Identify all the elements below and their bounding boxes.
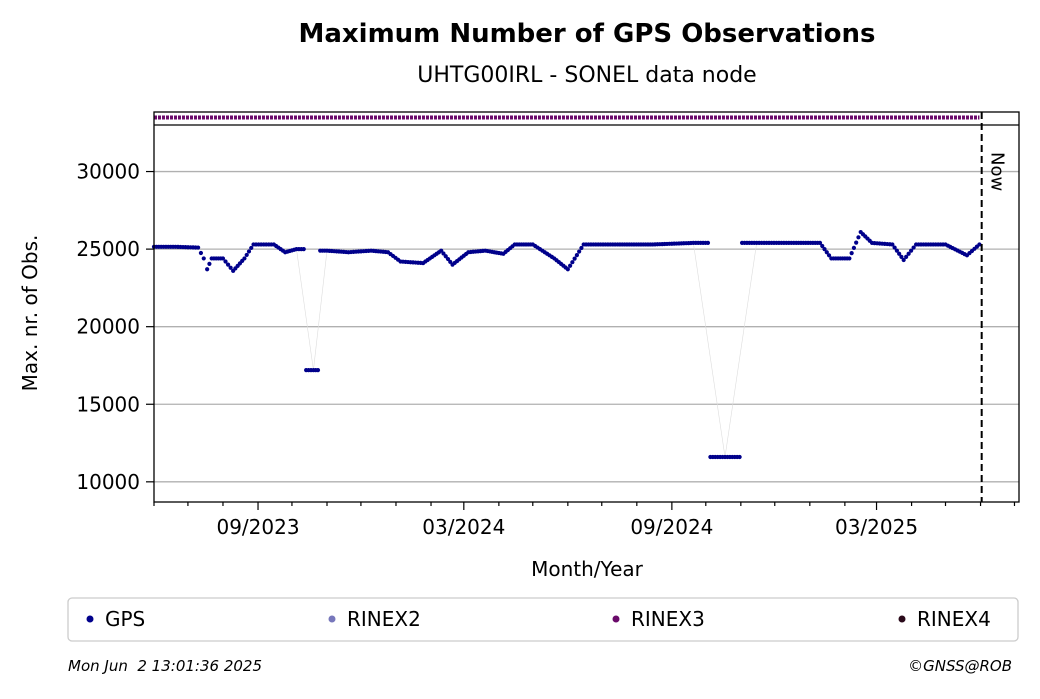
legend-label: GPS [105, 607, 145, 631]
legend-marker [328, 615, 336, 623]
now-marker: Now [980, 112, 1008, 502]
y-tick-label: 30000 [76, 160, 140, 184]
chart-subtitle: UHTG00IRL - SONEL data node [417, 63, 756, 88]
data-point [904, 254, 909, 259]
legend-label: RINEX3 [631, 607, 705, 631]
data-point [315, 368, 321, 373]
data-point [439, 248, 444, 253]
data-point [901, 257, 906, 263]
data-point [225, 262, 231, 267]
data-point [448, 259, 453, 264]
legend-marker [898, 615, 906, 623]
data-point [577, 249, 582, 254]
y-tick-label: 15000 [76, 392, 140, 416]
connector-line [724, 242, 757, 458]
connector-line [693, 242, 726, 458]
legend-label: RINEX4 [917, 607, 991, 631]
chart-title: Maximum Number of GPS Observations [298, 19, 875, 49]
y-tick-label: 25000 [76, 237, 140, 261]
data-point [909, 248, 914, 253]
data-point [899, 254, 904, 259]
x-tick-label: 09/2023 [216, 515, 299, 539]
data-point [565, 267, 570, 272]
legend-marker [612, 615, 620, 623]
data-point [445, 256, 451, 262]
data-point [572, 256, 577, 261]
data-point [737, 454, 742, 460]
data-point [246, 249, 252, 254]
data-point [249, 245, 254, 251]
data-point [220, 256, 226, 261]
data-point [207, 261, 212, 266]
x-tick-label: 09/2024 [630, 515, 713, 539]
now-label: Now [987, 152, 1008, 191]
data-point [824, 250, 829, 255]
data-point [906, 251, 911, 256]
data-point [826, 253, 832, 258]
x-axis-ticks: 09/2023 03/2024 09/2024 03/2025 [153, 502, 1016, 539]
data-point [854, 240, 859, 245]
data-point [911, 245, 916, 250]
connector-line [313, 250, 328, 371]
footer-credit: ©GNSS@ROB [908, 657, 1012, 675]
data-point [198, 250, 204, 256]
connector-line [296, 249, 314, 371]
data-point [574, 252, 579, 258]
data-point [228, 265, 233, 270]
legend-marker [86, 615, 94, 623]
data-point [579, 245, 584, 251]
data-point [890, 242, 895, 247]
data-point [443, 254, 448, 259]
y-axis-ticks: 10000 15000 20000 25000 30000 [76, 160, 154, 494]
axes [153, 111, 1020, 503]
data-point [205, 267, 210, 272]
data-point [244, 252, 249, 258]
legend-label: RINEX2 [347, 607, 421, 631]
data-point [851, 245, 857, 250]
data-point [897, 251, 902, 256]
legend-box [67, 597, 1019, 642]
data-point [817, 240, 823, 246]
data-point [977, 242, 982, 247]
data-point [441, 251, 446, 256]
data-point [223, 259, 228, 264]
data-point [822, 247, 827, 252]
x-axis-label: Month/Year [531, 557, 644, 581]
data-point [301, 247, 306, 252]
grid-lines [154, 170, 1019, 483]
data-point [892, 245, 897, 250]
y-tick-label: 10000 [76, 470, 140, 494]
data-point [568, 263, 573, 268]
plot-frame [153, 111, 1020, 503]
data-points [151, 229, 982, 460]
data-point [195, 245, 201, 250]
x-tick-label: 03/2025 [835, 515, 918, 539]
footer-timestamp: Mon Jun 2 13:01:36 2025 [68, 657, 262, 675]
legend: GPS RINEX2 RINEX3 RINEX4 [67, 597, 1019, 642]
y-axis-label: Max. nr. of Obs. [18, 235, 42, 392]
data-point [894, 248, 899, 253]
data-point [705, 240, 711, 246]
x-tick-label: 03/2024 [422, 515, 505, 539]
data-point [856, 235, 861, 240]
data-point [820, 243, 825, 249]
y-tick-label: 20000 [76, 315, 140, 339]
data-point [201, 256, 206, 261]
data-point [570, 260, 575, 265]
data-point [847, 256, 852, 261]
data-point [242, 256, 247, 261]
data-point [849, 251, 854, 256]
